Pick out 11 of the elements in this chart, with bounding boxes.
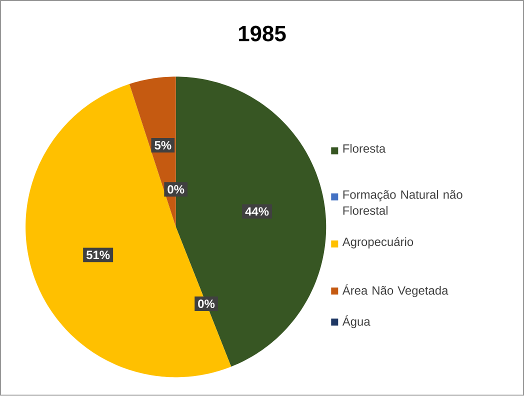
legend-label: Agropecuário — [342, 237, 414, 249]
text: 0% — [168, 185, 184, 194]
text: 0% — [198, 300, 215, 308]
data-label: 51% — [86, 250, 110, 260]
legend-label: Área Não Vegetada — [342, 284, 448, 298]
legend-label: Floresta — [343, 144, 386, 153]
chart-title: 1985 — [238, 26, 286, 42]
legend-label: Formação Natural não Florestal — [343, 190, 462, 215]
legend-label: Água — [342, 315, 370, 328]
data-label: 5% — [154, 141, 172, 150]
data-label: 44% — [245, 207, 269, 216]
